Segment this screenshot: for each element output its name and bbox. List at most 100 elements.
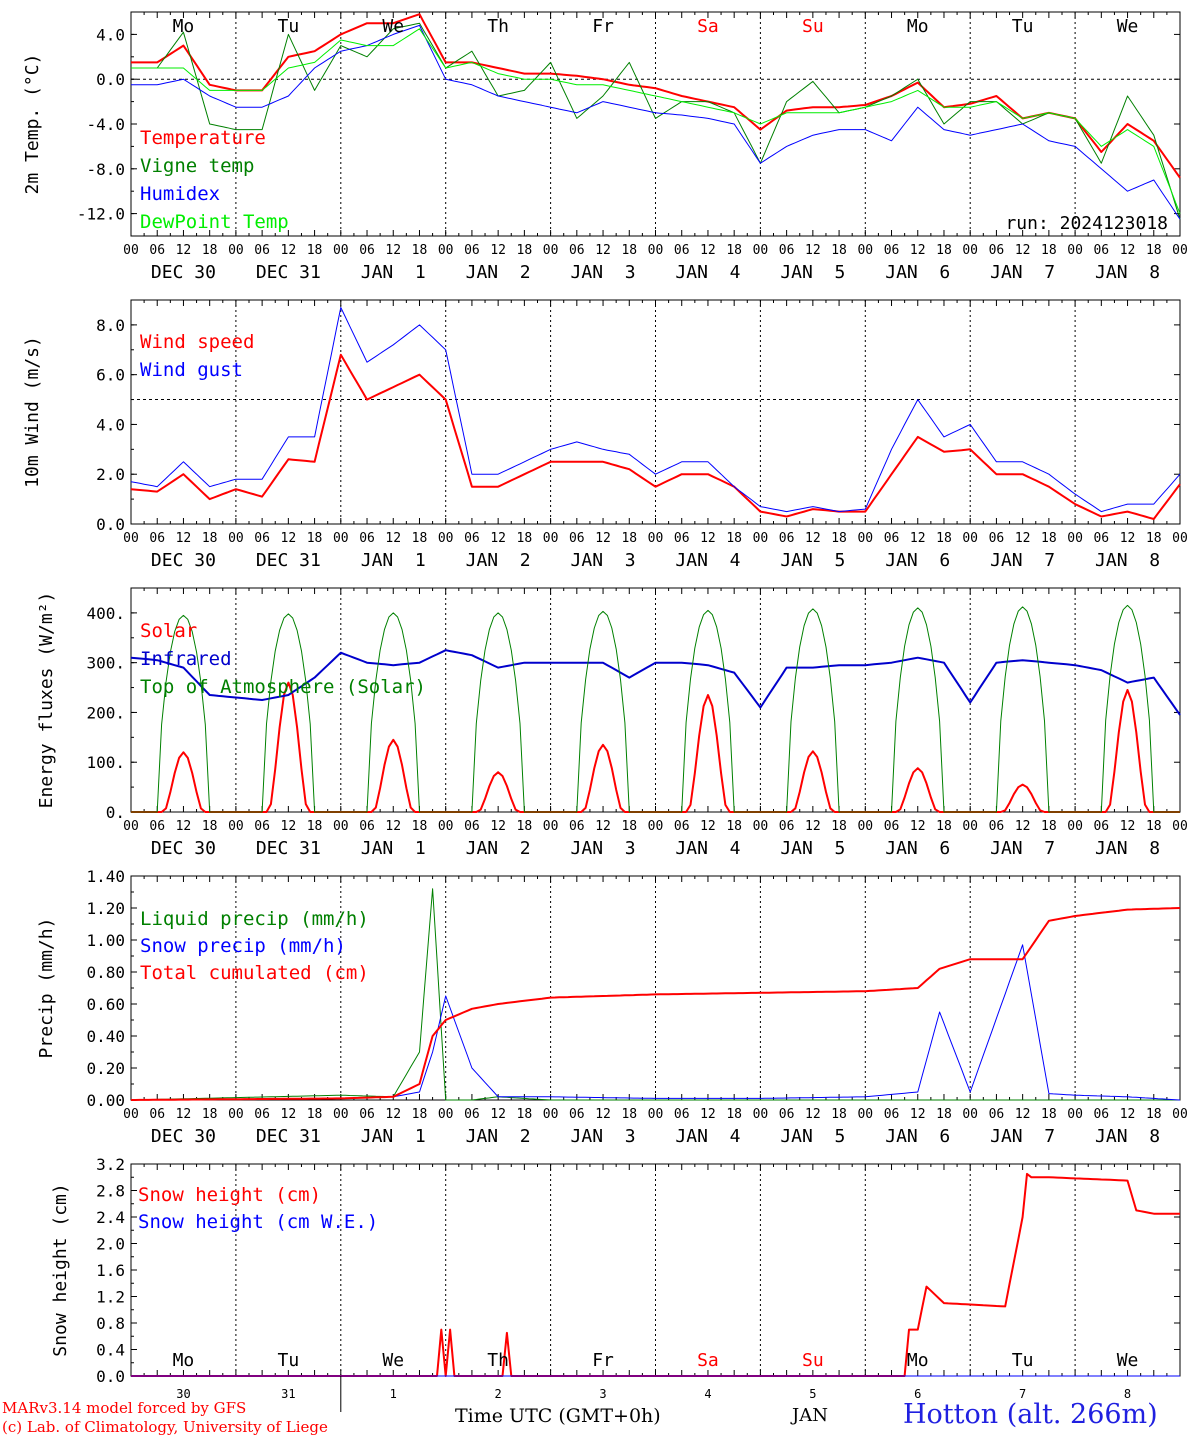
hour-tick-label: 12 — [1015, 1107, 1031, 1122]
hour-tick-label: 00 — [857, 531, 873, 546]
hour-tick-label: 00 — [543, 243, 559, 258]
weekday-label: We — [1117, 16, 1139, 37]
hour-tick-label: 00 — [1172, 1107, 1188, 1122]
legend-entry: DewPoint Temp — [140, 211, 289, 233]
y-tick-label: 0. — [106, 803, 125, 822]
hour-tick-label: 18 — [621, 531, 637, 546]
hour-tick-label: 12 — [1015, 531, 1031, 546]
y-tick-label: 200. — [86, 703, 125, 722]
y-tick-label: 0.40 — [86, 1027, 125, 1046]
hour-tick-label: 18 — [621, 1107, 637, 1122]
date-label: JAN 1 — [361, 550, 426, 571]
hour-tick-label: 00 — [438, 243, 454, 258]
hour-tick-label: 18 — [831, 243, 847, 258]
hour-tick-label: 12 — [176, 1107, 192, 1122]
hour-tick-label: 00 — [123, 243, 139, 258]
hour-tick-label: 00 — [1172, 819, 1188, 834]
hour-tick-label: 18 — [1041, 1107, 1057, 1122]
hour-tick-label: 00 — [1067, 819, 1083, 834]
hour-tick-label: 06 — [359, 1107, 375, 1122]
hour-tick-label: 18 — [936, 819, 952, 834]
series-line-humidex — [131, 24, 1181, 220]
hour-tick-label: 12 — [1120, 531, 1136, 546]
day-number: 5 — [809, 1387, 816, 1401]
legend-entry: Infrared — [140, 648, 232, 670]
hour-tick-label: 12 — [805, 531, 821, 546]
date-label: JAN 2 — [466, 262, 531, 283]
legend-entry: Snow precip (mm/h) — [140, 935, 346, 957]
time-axis-label: Time UTC (GMT+0h) — [455, 1405, 661, 1427]
hour-tick-label: 18 — [1146, 1107, 1162, 1122]
y-tick-label: 0.8 — [96, 1314, 125, 1333]
hour-tick-label: 12 — [700, 531, 716, 546]
hour-tick-label: 12 — [595, 531, 611, 546]
y-tick-label: 0.0 — [96, 515, 125, 534]
hour-tick-label: 06 — [464, 1107, 480, 1122]
hour-tick-label: 00 — [228, 819, 244, 834]
hour-tick-label: 00 — [333, 819, 349, 834]
date-label: JAN 6 — [885, 262, 950, 283]
date-label: DEC 31 — [256, 550, 321, 571]
hour-tick-label: 18 — [936, 243, 952, 258]
hour-tick-label: 00 — [333, 243, 349, 258]
hour-tick-label: 00 — [438, 819, 454, 834]
hour-tick-label: 06 — [359, 531, 375, 546]
hour-tick-label: 00 — [123, 531, 139, 546]
hour-tick-label: 18 — [1041, 819, 1057, 834]
y-tick-label: 0.60 — [86, 995, 125, 1014]
date-label: JAN 6 — [885, 1126, 950, 1147]
hour-tick-label: 12 — [1120, 819, 1136, 834]
series-line-top-of-atmosphere-solar- — [131, 604, 1180, 813]
weekday-label: Fr — [592, 16, 614, 37]
panel-5: 0.0 0.4 0.8 1.2 1.6 2.0 2.4 2.8 3.2 Snow height (… — [50, 1155, 1181, 1386]
date-label: JAN 4 — [675, 550, 740, 571]
hour-tick-label: 06 — [254, 243, 270, 258]
hour-tick-label: 18 — [726, 1107, 742, 1122]
hour-tick-label: 00 — [962, 1107, 978, 1122]
hour-tick-label: 00 — [123, 1107, 139, 1122]
hour-tick-label: 12 — [910, 531, 926, 546]
y-tick-label: -12.0 — [77, 205, 125, 224]
hour-tick-label: 06 — [1093, 819, 1109, 834]
series-line-temperature — [131, 13, 1181, 179]
hour-tick-label: 06 — [779, 819, 795, 834]
hour-tick-label: 06 — [149, 243, 165, 258]
day-number: 30 — [176, 1387, 190, 1401]
hour-tick-label: 06 — [779, 531, 795, 546]
hour-tick-label: 00 — [857, 819, 873, 834]
y-tick-label: 0.80 — [86, 963, 125, 982]
y-tick-label: 2.4 — [96, 1208, 125, 1227]
date-label: DEC 30 — [151, 1126, 216, 1147]
hour-tick-label: 06 — [569, 819, 585, 834]
hour-tick-label: 06 — [674, 1107, 690, 1122]
hour-tick-label: 06 — [674, 819, 690, 834]
weekday-label: We — [382, 16, 404, 37]
y-axis-label: Energy fluxes (W/m²) — [36, 592, 57, 809]
hour-tick-label: 00 — [962, 243, 978, 258]
legend-entry: Top of Atmosphere (Solar) — [140, 676, 426, 698]
date-label: JAN 5 — [780, 550, 845, 571]
hour-tick-label: 12 — [595, 819, 611, 834]
y-tick-label: 1.00 — [86, 931, 125, 950]
hour-tick-label: 12 — [805, 1107, 821, 1122]
day-number: 7 — [1019, 1387, 1026, 1401]
hour-tick-label: 12 — [176, 243, 192, 258]
hour-tick-label: 12 — [176, 531, 192, 546]
hour-tick-label: 00 — [333, 531, 349, 546]
hour-tick-label: 12 — [1120, 1107, 1136, 1122]
hour-tick-label: 12 — [700, 243, 716, 258]
y-tick-label: 100. — [86, 753, 125, 772]
date-label: DEC 31 — [256, 262, 321, 283]
date-label: JAN 4 — [675, 838, 740, 859]
hour-tick-label: 18 — [202, 243, 218, 258]
hour-tick-label: 06 — [884, 531, 900, 546]
legend-entry: Snow height (cm W.E.) — [138, 1211, 378, 1233]
hour-tick-label: 00 — [543, 531, 559, 546]
hour-tick-label: 18 — [412, 1107, 428, 1122]
hour-tick-label: 18 — [307, 1107, 323, 1122]
day-number: 2 — [495, 1387, 502, 1401]
hour-tick-label: 06 — [989, 1107, 1005, 1122]
hour-tick-label: 00 — [857, 243, 873, 258]
hour-tick-label: 12 — [176, 819, 192, 834]
hour-tick-label: 00 — [438, 531, 454, 546]
